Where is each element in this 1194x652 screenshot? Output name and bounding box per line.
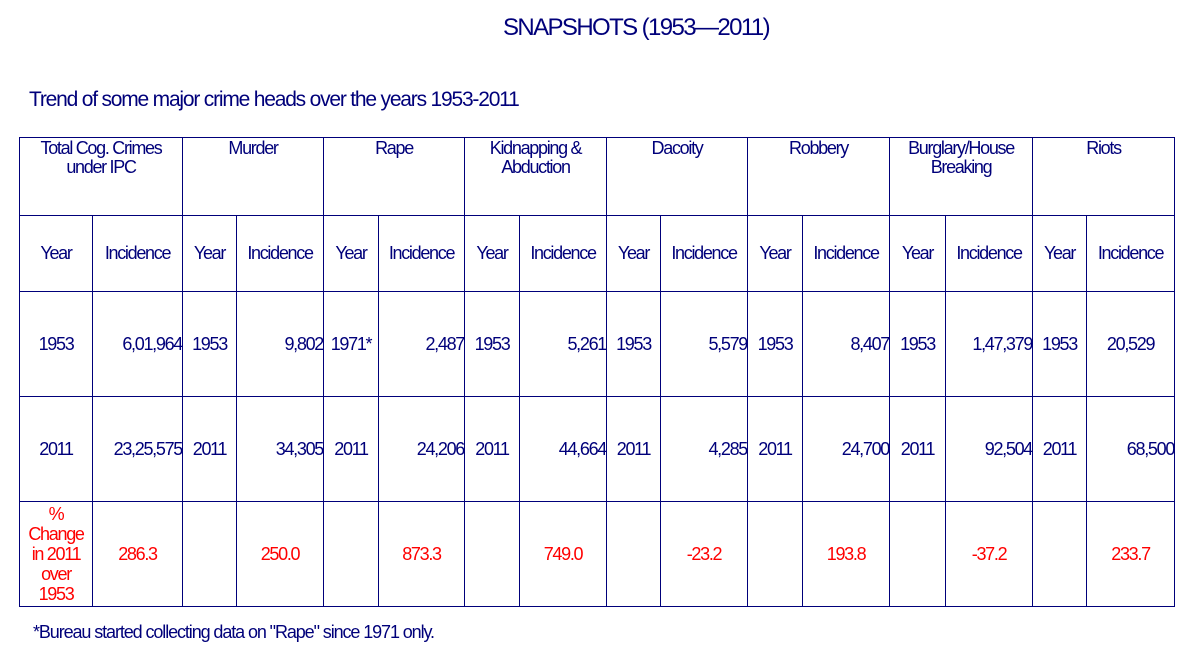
incidence-cell: 2,487 (378, 291, 465, 397)
empty-cell (182, 501, 237, 607)
year-cell: 1953 (19, 291, 93, 397)
percent-change-row: % Change in 2011 over 1953 286.3 250.0 873.3… (19, 501, 1176, 607)
year-header: Year (182, 215, 237, 292)
year-header: Year (19, 215, 93, 292)
table-subtitle: Trend of some major crime heads over the… (29, 88, 520, 111)
crime-head-row: Total Cog. Crimes under IPC Murder Rape … (19, 137, 1176, 216)
percent-change-label: % Change in 2011 over 1953 (19, 501, 93, 607)
incidence-header: Incidence (659, 215, 749, 292)
year-cell: 2011 (1032, 396, 1088, 502)
page-title: SNAPSHOTS (1953—2011) (502, 14, 771, 41)
empty-cell (464, 501, 520, 607)
incidence-cell: 6,01,964 (92, 291, 183, 397)
incidence-cell: 23,25,575 (92, 396, 183, 502)
year-header: Year (606, 215, 661, 292)
incidence-cell: 24,206 (378, 396, 465, 502)
year-cell: 2011 (889, 396, 947, 502)
percent-change-value: 250.0 (236, 501, 324, 607)
footnote: *Bureau started collecting data on "Rape… (33, 622, 435, 642)
incidence-header: Incidence (519, 215, 607, 292)
percent-change-value: 286.3 (92, 501, 183, 607)
percent-change-value: 233.7 (1086, 501, 1176, 607)
incidence-cell: 4,285 (659, 396, 749, 502)
table-row-1953: 1953 6,01,964 1953 9,802 1971* 2,487 195… (19, 291, 1176, 397)
year-cell: 2011 (182, 396, 237, 502)
incidence-cell: 8,407 (802, 291, 891, 397)
incidence-cell: 1,47,379 (945, 291, 1034, 397)
year-cell: 1953 (464, 291, 520, 397)
incidence-cell: 92,504 (945, 396, 1034, 502)
year-cell: 2011 (323, 396, 379, 502)
head-rape: Rape (323, 137, 465, 216)
year-cell: 1953 (182, 291, 237, 397)
subheader-row: Year Incidence Year Incidence Year Incid… (19, 215, 1176, 292)
empty-cell (889, 501, 947, 607)
incidence-cell: 20,529 (1086, 291, 1176, 397)
incidence-cell: 24,700 (802, 396, 891, 502)
incidence-header: Incidence (236, 215, 324, 292)
year-header: Year (464, 215, 520, 292)
incidence-header: Incidence (378, 215, 465, 292)
year-header: Year (747, 215, 804, 292)
year-cell: 1953 (889, 291, 947, 397)
year-cell: 2011 (747, 396, 804, 502)
percent-change-value: 873.3 (378, 501, 465, 607)
year-header: Year (323, 215, 379, 292)
head-burglary-house-breaking: Burglary/House Breaking (889, 137, 1034, 216)
year-cell: 2011 (464, 396, 520, 502)
year-cell: 2011 (19, 396, 93, 502)
empty-cell (323, 501, 379, 607)
empty-cell (747, 501, 804, 607)
year-cell: 1953 (1032, 291, 1088, 397)
year-header: Year (889, 215, 947, 292)
year-cell: 1953 (747, 291, 804, 397)
table-row-2011: 2011 23,25,575 2011 34,305 2011 24,206 2… (19, 396, 1176, 502)
percent-change-value: -23.2 (659, 501, 749, 607)
incidence-cell: 34,305 (236, 396, 324, 502)
incidence-cell: 5,261 (519, 291, 607, 397)
percent-change-value: 193.8 (802, 501, 891, 607)
head-dacoity: Dacoity (605, 137, 749, 216)
head-riots: Riots (1032, 137, 1176, 216)
incidence-cell: 68,500 (1086, 396, 1176, 502)
incidence-cell: 44,664 (519, 396, 607, 502)
incidence-cell: 5,579 (659, 291, 749, 397)
percent-change-value: 749.0 (519, 501, 607, 607)
incidence-header: Incidence (92, 215, 183, 292)
year-header: Year (1032, 215, 1088, 292)
head-total-cog-crimes: Total Cog. Crimes under IPC (19, 137, 183, 216)
head-murder: Murder (182, 137, 324, 216)
incidence-cell: 9,802 (236, 291, 324, 397)
empty-cell (606, 501, 661, 607)
percent-change-value: -37.2 (945, 501, 1034, 607)
incidence-header: Incidence (945, 215, 1034, 292)
empty-cell (1032, 501, 1088, 607)
incidence-header: Incidence (802, 215, 891, 292)
year-cell: 1971* (323, 291, 379, 397)
head-kidnapping-abduction: Kidnapping & Abduction (464, 137, 607, 216)
incidence-header: Incidence (1086, 215, 1176, 292)
year-cell: 2011 (606, 396, 661, 502)
crime-trend-table: Total Cog. Crimes under IPC Murder Rape … (19, 137, 1176, 607)
year-cell: 1953 (606, 291, 661, 397)
head-robbery: Robbery (747, 137, 891, 216)
